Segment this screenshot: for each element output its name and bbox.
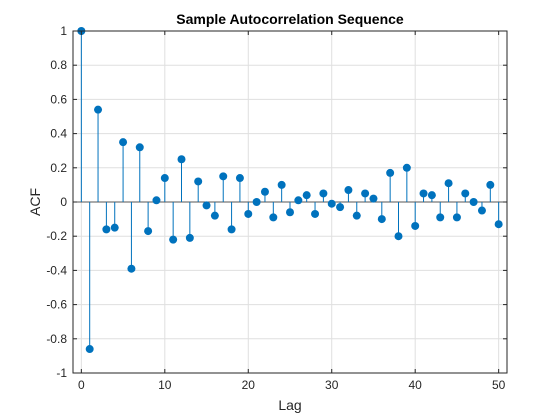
stem-marker	[469, 198, 478, 206]
stem-marker	[135, 143, 144, 152]
stem-marker	[336, 203, 345, 212]
stem-marker	[369, 194, 378, 203]
stem-marker	[269, 213, 278, 222]
x-ticks: 0 10 20 30 40 50	[78, 31, 506, 392]
stem-marker	[411, 221, 420, 230]
y-tick-label: 0.8	[50, 58, 67, 72]
stem-marker	[286, 208, 294, 217]
stem-marker	[477, 206, 486, 215]
stem-marker	[344, 186, 353, 195]
stem-marker	[486, 180, 495, 189]
stem-marker	[386, 168, 395, 177]
stem-marker	[185, 233, 194, 242]
y-tick-label: -0.8	[46, 332, 67, 346]
y-tick-label: -1	[56, 366, 67, 380]
stem-marker	[311, 209, 320, 218]
stem-marker	[194, 177, 203, 186]
stem-marker	[461, 189, 470, 198]
x-tick-label: 50	[492, 378, 506, 392]
stem-marker	[377, 215, 386, 224]
stem-marker	[402, 163, 411, 172]
stem-marker	[110, 223, 119, 232]
y-axis-label: ACF	[27, 188, 43, 216]
stem-marker	[227, 225, 236, 234]
stem-marker	[260, 187, 269, 196]
y-ticks: 1 0.8 0.6 0.4 0.2 0 -0.2 -0.4 -0.6 -0.8 -1	[46, 24, 507, 380]
stem-marker	[294, 196, 303, 205]
y-tick-label: 0.4	[50, 127, 67, 141]
stem-marker	[352, 211, 361, 220]
markers	[77, 27, 503, 354]
stem-marker	[94, 105, 103, 114]
stem-marker	[302, 191, 311, 200]
stem-marker	[277, 180, 286, 189]
stem-marker	[144, 227, 153, 236]
y-tick-label: 0.2	[50, 161, 67, 175]
stem-marker	[319, 189, 328, 198]
chart-title: Sample Autocorrelation Sequence	[176, 11, 404, 27]
stem-marker	[160, 174, 169, 183]
stem-marker	[361, 189, 370, 198]
y-tick-label: 1	[60, 24, 67, 38]
stem-marker	[235, 174, 244, 183]
x-tick-label: 40	[409, 378, 423, 392]
stem-marker	[127, 264, 136, 273]
y-tick-label: 0.6	[50, 92, 67, 106]
x-tick-label: 0	[78, 378, 85, 392]
stem-marker	[427, 191, 436, 200]
stem-marker	[436, 213, 445, 222]
stem-marker	[152, 196, 161, 205]
x-axis-label: Lag	[278, 397, 301, 413]
stem-marker	[85, 345, 94, 354]
stem-marker	[202, 201, 211, 210]
x-tick-label: 10	[158, 378, 172, 392]
stem-marker	[452, 213, 461, 222]
stem-marker	[419, 189, 428, 198]
x-tick-label: 20	[242, 378, 256, 392]
stem-marker	[327, 199, 336, 208]
y-tick-label: -0.6	[46, 298, 67, 312]
y-tick-label: -0.4	[46, 263, 67, 277]
stem-marker	[177, 155, 186, 164]
stem-marker	[494, 220, 503, 229]
stem-marker	[102, 225, 111, 234]
stem-marker	[219, 172, 228, 181]
stem-marker	[394, 232, 403, 241]
stem-marker	[244, 209, 253, 218]
stem-marker	[210, 211, 219, 220]
y-tick-label: 0	[60, 195, 67, 209]
stem-marker	[444, 179, 453, 188]
stem-marker	[169, 235, 178, 244]
y-tick-label: -0.2	[46, 229, 67, 243]
stem-marker	[252, 198, 261, 206]
stem-marker	[119, 138, 128, 147]
x-tick-label: 30	[325, 378, 339, 392]
